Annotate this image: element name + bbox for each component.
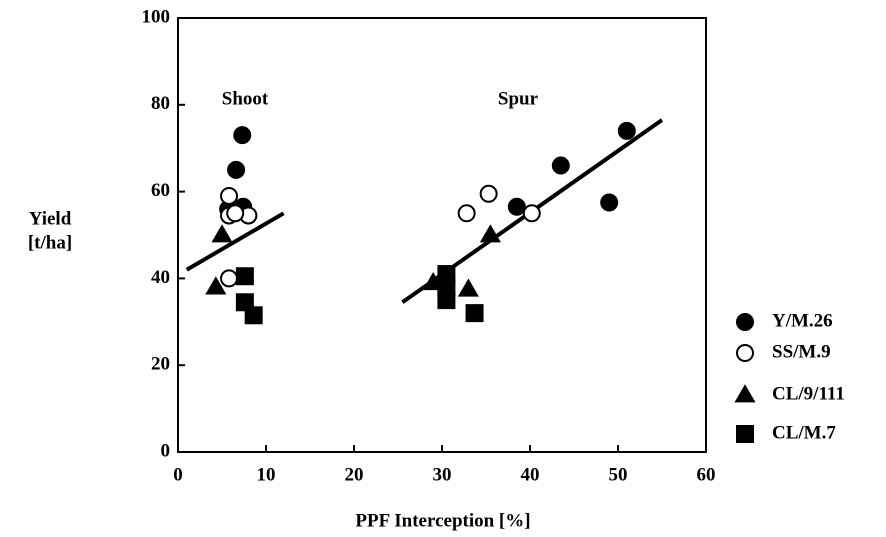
point [479, 224, 501, 243]
point [244, 306, 263, 325]
point [457, 204, 476, 223]
x-axis-label: PPF Interception [%] [355, 510, 530, 531]
point [233, 126, 252, 145]
x-tick-label: 30 [433, 464, 452, 485]
y-tick-label: 0 [161, 440, 171, 461]
point [465, 304, 484, 323]
point [211, 224, 233, 243]
fit-line [185, 211, 285, 272]
y-tick-label: 40 [151, 267, 170, 288]
y-axis-label: Yield [29, 208, 72, 229]
annotation: Shoot [222, 88, 269, 109]
legend-marker [736, 344, 754, 362]
point [437, 291, 456, 310]
legend-label: CL/9/111 [772, 383, 845, 404]
x-tick-label: 0 [173, 464, 183, 485]
point [600, 193, 619, 212]
y-axis-label: [t/ha] [28, 232, 72, 253]
annotation: Spur [498, 88, 539, 109]
point [617, 121, 636, 140]
x-tick-label: 60 [697, 464, 716, 485]
point [220, 269, 239, 288]
plot-frame [177, 17, 707, 453]
point [235, 267, 254, 286]
legend-label: SS/M.9 [772, 341, 831, 362]
point [227, 160, 246, 179]
point [507, 197, 526, 216]
point [479, 184, 498, 203]
legend-marker [734, 384, 756, 403]
point [205, 276, 227, 295]
legend-marker [736, 425, 754, 443]
y-tick-label: 100 [142, 6, 171, 27]
point [226, 204, 245, 223]
point [522, 204, 541, 223]
legend-label: CL/M.7 [772, 422, 836, 443]
x-tick-label: 50 [609, 464, 628, 485]
x-tick-label: 40 [521, 464, 540, 485]
point [220, 186, 239, 205]
y-tick-label: 20 [151, 354, 170, 375]
y-tick-label: 60 [151, 180, 170, 201]
x-tick-label: 20 [345, 464, 364, 485]
x-tick-label: 10 [257, 464, 276, 485]
legend-marker [736, 313, 754, 331]
point [551, 156, 570, 175]
y-tick-label: 80 [151, 93, 170, 114]
point [457, 278, 479, 297]
legend-label: Y/M.26 [772, 310, 833, 331]
